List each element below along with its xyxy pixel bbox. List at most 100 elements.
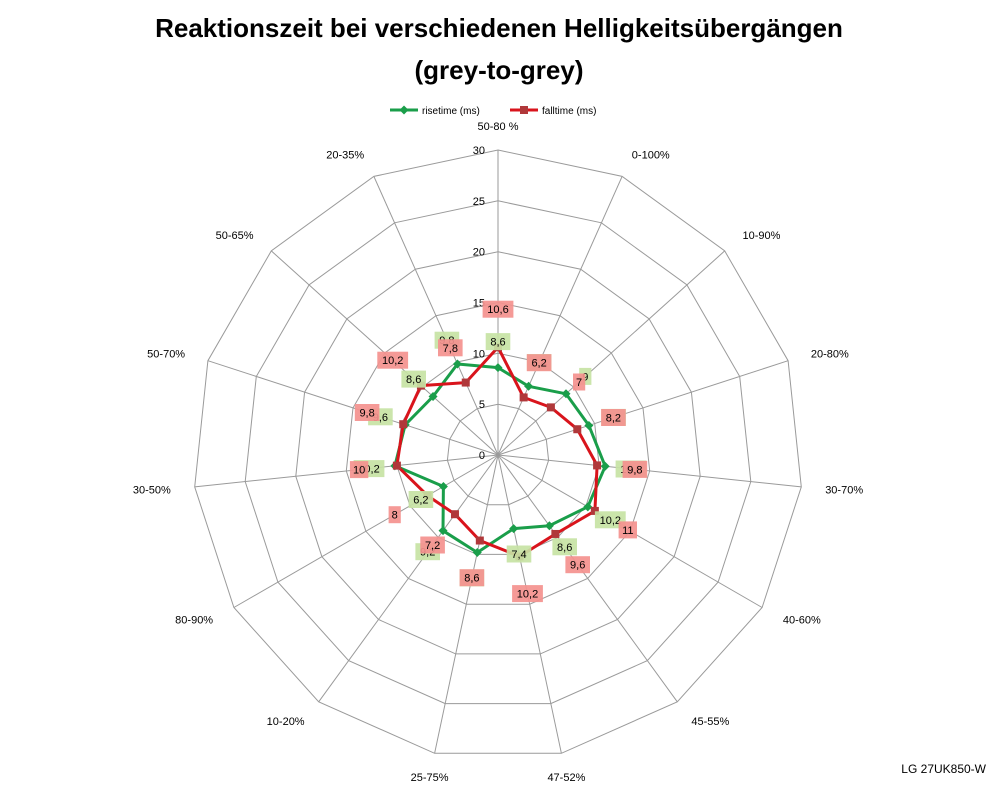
grid-spoke: [497, 250, 726, 456]
tick-label: 10: [473, 348, 485, 360]
data-label-bg: [377, 351, 409, 369]
data-label-text: 11: [622, 525, 633, 537]
category-label: 20-35%: [326, 149, 364, 161]
grid-spoke: [373, 176, 499, 456]
data-label-bg: [420, 536, 445, 554]
data-label-text: 9,8: [627, 464, 642, 476]
grid-ring: [446, 403, 550, 506]
category-label: 40-60%: [783, 615, 821, 627]
data-label-text: 10,6: [487, 304, 508, 316]
data-label-text: 7,4: [511, 549, 526, 561]
data-label-bg: [438, 339, 463, 357]
series-point: [573, 425, 582, 434]
radial-tick-labels: 0 5 10 15 20 25 30: [473, 145, 485, 462]
grid-spoke: [497, 454, 802, 488]
series-point: [551, 529, 560, 538]
series-point: [561, 389, 571, 399]
series-point: [509, 524, 519, 534]
data-label: 8,6: [401, 370, 426, 388]
data-label-text: 10: [353, 465, 365, 477]
grid-spoke: [497, 454, 678, 703]
data-label-bg: [408, 491, 434, 508]
category-label: 20-80%: [811, 348, 849, 360]
series-point: [493, 363, 503, 373]
data-label-bg: [622, 460, 648, 478]
category-label: 80-90%: [175, 615, 213, 627]
tick-label: 5: [479, 399, 485, 411]
data-label: 7,2: [420, 536, 445, 554]
category-label: 45-55%: [691, 716, 729, 728]
legend: risetime (ms) falltime (ms): [390, 105, 596, 117]
category-label: 10-90%: [743, 230, 781, 242]
grid-spoke: [233, 454, 499, 608]
grid-ring: [295, 251, 701, 655]
series-point: [461, 378, 470, 387]
series-point: [438, 482, 448, 492]
tick-label: 0: [479, 450, 485, 462]
series-point: [399, 420, 408, 429]
data-label: 9,6: [565, 556, 590, 574]
data-label: 7,8: [438, 339, 463, 357]
series-point: [519, 393, 528, 402]
grid-spoke: [194, 454, 499, 488]
series-line: [395, 346, 599, 558]
grid-spoke: [497, 176, 623, 456]
grid-spoke: [207, 360, 499, 456]
data-label-bg: [526, 354, 552, 372]
data-label-text: 8,6: [490, 337, 505, 349]
category-label: 0-100%: [632, 149, 670, 161]
data-label: 9,8: [622, 460, 648, 478]
series-point: [392, 461, 401, 470]
data-label-bg: [485, 333, 511, 351]
tick-label: 15: [473, 298, 485, 310]
series-point: [583, 502, 593, 512]
series-point: [590, 506, 599, 515]
data-label-text: 9,8: [359, 408, 374, 420]
category-label: 30-50%: [133, 484, 171, 496]
data-label: 8,2: [601, 409, 626, 426]
category-label: 25-75%: [411, 772, 449, 784]
data-label-text: 7,8: [443, 343, 458, 355]
data-label-bg: [354, 404, 380, 421]
data-label-text: 9,6: [570, 560, 585, 572]
data-label: 10,2: [594, 511, 626, 529]
data-label-text: 10,2: [600, 515, 621, 527]
data-label: 6,2: [408, 491, 434, 508]
series-point: [472, 547, 482, 557]
grid-spoke: [497, 360, 789, 456]
data-label-bg: [618, 521, 637, 539]
data-label-bg: [512, 585, 543, 603]
series-point: [450, 510, 459, 519]
series-point: [438, 526, 448, 536]
data-label-bg: [601, 409, 626, 426]
data-label: 10: [349, 461, 369, 479]
legend-marker: [520, 106, 528, 114]
tick-label: 20: [473, 247, 485, 259]
data-label-text: 7,2: [425, 540, 440, 552]
category-labels: 50-80 % 0-100% 10-90% 20-80% 30-70% 40-60% 45-…: [133, 121, 863, 784]
data-label-bg: [482, 300, 514, 318]
series-point: [452, 359, 462, 369]
data-label-bg: [594, 511, 626, 529]
data-label-bg: [401, 370, 426, 388]
data-label-text: 7: [576, 377, 582, 389]
data-label: 7: [573, 373, 586, 391]
legend-marker: [399, 105, 409, 115]
chart-title-line1: Reaktionszeit bei verschiedenen Helligke…: [155, 13, 843, 43]
data-label-text: 8,6: [406, 374, 421, 386]
data-label: 11: [618, 521, 637, 539]
grid-ring: [345, 301, 651, 605]
series-point: [546, 403, 555, 412]
series-line: [393, 362, 607, 554]
data-label-bg: [349, 461, 369, 479]
series-point: [584, 420, 594, 430]
data-label-text: 8,6: [464, 573, 479, 585]
series-point: [428, 391, 438, 401]
data-label: 8: [388, 506, 401, 524]
data-label-text: 8: [392, 510, 398, 522]
data-label-text: 6,2: [531, 358, 546, 370]
data-labels: 8,67,499,410,610,28,67,49,89,26,210,29,6…: [349, 300, 648, 603]
legend-entry: risetime (ms): [422, 106, 480, 117]
monitor-model-caption: LG 27UK850-W: [901, 762, 986, 776]
